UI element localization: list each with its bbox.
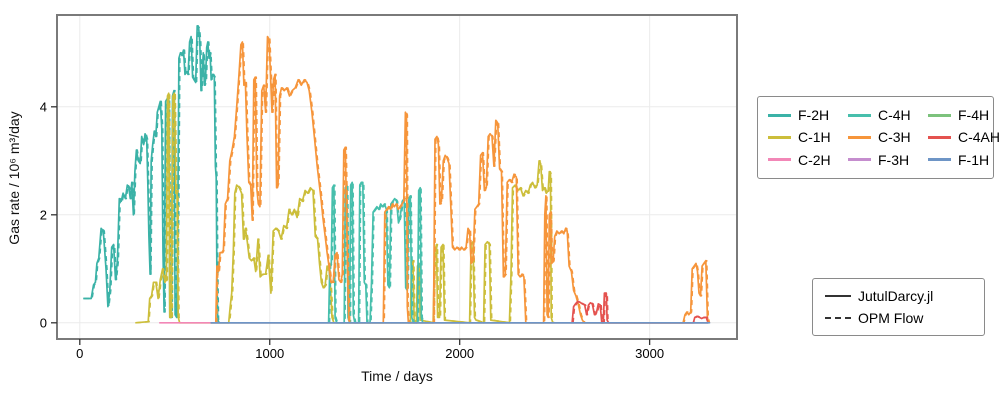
legend-item-label: F-3H <box>878 151 910 168</box>
legend-item-label: F-4H <box>958 107 990 124</box>
x-axis-label: Time / days <box>361 368 433 384</box>
plot-frame <box>56 14 738 340</box>
legend-line-swatch <box>848 158 871 162</box>
x-tick-label: 3000 <box>635 346 664 361</box>
legend-item-label: C-1H <box>798 129 831 146</box>
series-line-c-3h-jutuldarcy <box>214 35 710 324</box>
x-tick-label: 2000 <box>445 346 474 361</box>
legend-line-swatch <box>928 113 951 117</box>
legend-item-label: JutulDarcy.jl <box>858 288 934 304</box>
legend-item-f-1h: F-1H <box>928 152 1000 168</box>
y-tick-label: 2 <box>40 207 47 222</box>
legend-item-c-3h: C-3H <box>848 129 928 145</box>
x-tick-label: 1000 <box>255 346 284 361</box>
legend-item-label: OPM Flow <box>858 310 924 326</box>
legend-line-swatch <box>825 295 851 297</box>
legend-item-c-4ah: C-4AH <box>928 129 1000 145</box>
series-line-c-3h-opmflow <box>215 35 711 324</box>
legend-item-c-1h: C-1H <box>768 129 848 145</box>
legend-line-swatch <box>768 113 791 117</box>
legend-line-swatch <box>848 135 871 139</box>
legend-item-jutuldarcy-jl: JutulDarcy.jl <box>825 288 972 304</box>
series-line-f-2h-opmflow <box>84 25 221 324</box>
legend-item-f-3h: F-3H <box>848 152 928 168</box>
simulator-legend: JutulDarcy.jl OPM Flow <box>812 278 985 336</box>
legend-line-swatch <box>848 113 871 117</box>
legend-item-label: C-4AH <box>958 129 1000 146</box>
legend-item-f-2h: F-2H <box>768 107 848 123</box>
series-line-c-4ah-opmflow <box>572 292 710 324</box>
series-line-c-1h-opmflow <box>136 92 555 324</box>
legend-line-swatch <box>768 135 791 139</box>
legend-line-swatch <box>825 317 851 319</box>
legend-line-swatch <box>768 158 791 162</box>
wells-legend: F-2H C-4H F-4H C-1H C-3H C-4AH C-2H F-3H F-1H <box>757 96 1000 179</box>
legend-item-opm-flow: OPM Flow <box>825 310 972 326</box>
legend-line-swatch <box>928 135 951 139</box>
y-tick-label: 0 <box>40 315 47 330</box>
legend-item-label: F-1H <box>958 151 990 168</box>
legend-item-label: C-4H <box>878 107 911 124</box>
series-line-c-4ah-jutuldarcy <box>571 292 709 324</box>
series-line-c-1h-jutuldarcy <box>135 92 554 324</box>
y-tick-label: 4 <box>40 99 47 114</box>
legend-item-label: C-3H <box>878 129 911 146</box>
x-tick-label: 0 <box>76 346 83 361</box>
series-line-f-2h-jutuldarcy <box>83 24 220 324</box>
legend-item-c-4h: C-4H <box>848 107 928 123</box>
y-axis-label: Gas rate / 10⁶ m³/day <box>6 111 22 245</box>
legend-item-f-4h: F-4H <box>928 107 1000 123</box>
legend-item-label: F-2H <box>798 107 830 124</box>
legend-item-label: C-2H <box>798 151 831 168</box>
legend-item-c-2h: C-2H <box>768 152 848 168</box>
legend-line-swatch <box>928 158 951 162</box>
